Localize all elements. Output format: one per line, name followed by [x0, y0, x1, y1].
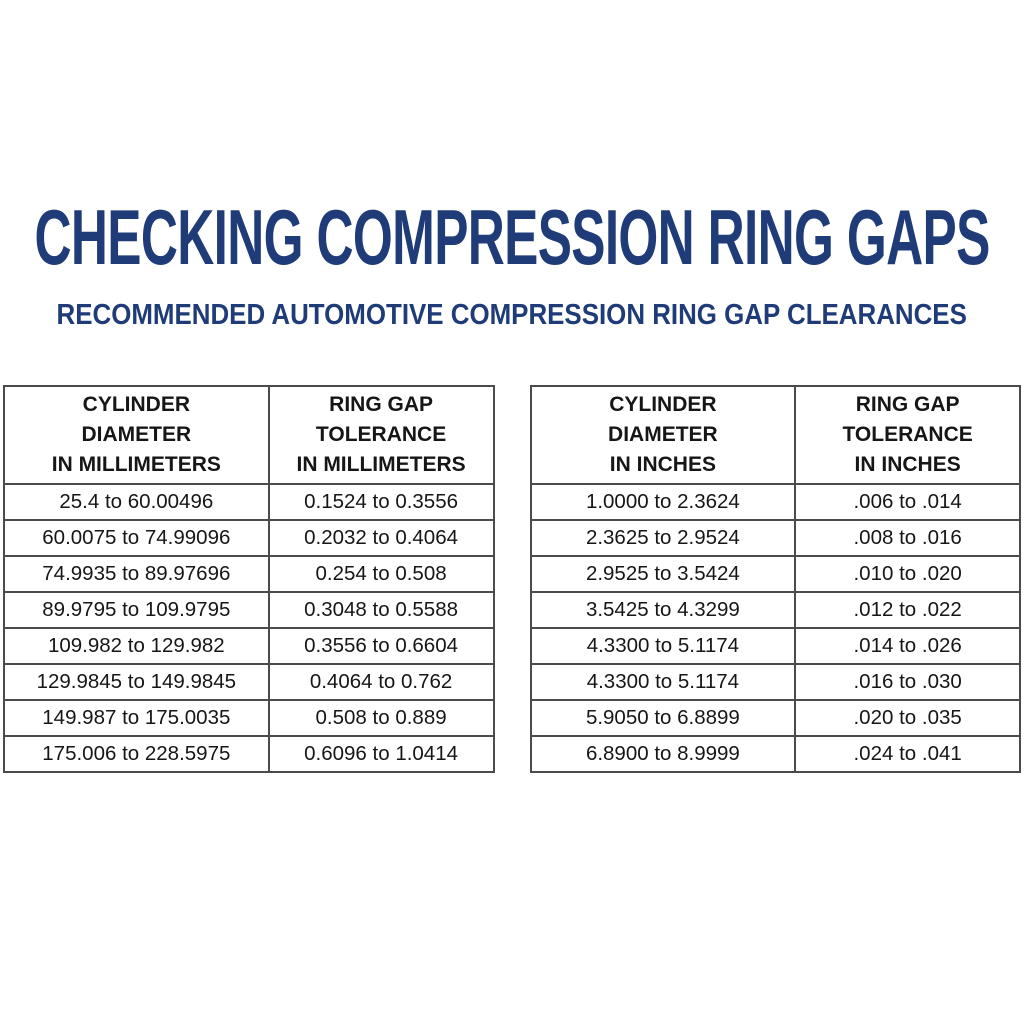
table-row: 3.5425 to 4.3299.012 to .022: [529, 591, 1021, 629]
table-cell: 0.3048 to 0.5588: [267, 591, 495, 629]
page-title: CHECKING COMPRESSION RING GAPS: [34, 193, 990, 281]
table-row: 1.0000 to 2.3624.006 to .014: [529, 483, 1021, 521]
millimeters-table: CYLINDER DIAMETER IN MILLIMETERS RING GAP TO…: [3, 385, 495, 773]
table-cell: 0.508 to 0.889: [267, 699, 495, 737]
table-cell: 3.5425 to 4.3299: [529, 591, 797, 629]
column-header: RING GAP TOLERANCE IN MILLIMETERS: [267, 385, 495, 485]
table-cell: 0.1524 to 0.3556: [267, 483, 495, 521]
table-cell: 25.4 to 60.00496: [3, 483, 270, 521]
table-cell: 60.0075 to 74.99096: [3, 519, 270, 557]
table-cell: 6.8900 to 8.9999: [529, 735, 797, 773]
table-cell: 1.0000 to 2.3624: [529, 483, 797, 521]
inches-table: CYLINDER DIAMETER IN INCHES RING GAP TOLERAN…: [529, 385, 1021, 773]
table-cell: .014 to .026: [794, 627, 1021, 665]
table-row: 109.982 to 129.982 0.3556 to 0.6604: [3, 627, 495, 665]
table-cell: 0.254 to 0.508: [267, 555, 495, 593]
table-cell: 109.982 to 129.982: [3, 627, 270, 665]
title-container: CHECKING COMPRESSION RING GAPS: [0, 198, 1024, 276]
subtitle-container: RECOMMENDED AUTOMOTIVE COMPRESSION RING …: [0, 301, 1024, 330]
table-cell: 0.4064 to 0.762: [267, 663, 495, 701]
table-cell: 2.9525 to 3.5424: [529, 555, 797, 593]
header-row: CYLINDER DIAMETER IN MILLIMETERS RING GAP TO…: [3, 385, 495, 485]
table-row: 175.006 to 228.5975 0.6096 to 1.0414: [3, 735, 495, 773]
table-row: 2.9525 to 3.5424.010 to .020: [529, 555, 1021, 593]
table-row: 2.3625 to 2.9524.008 to .016: [529, 519, 1021, 557]
table-row: 25.4 to 60.00496 0.1524 to 0.3556: [3, 483, 495, 521]
table-cell: 0.2032 to 0.4064: [267, 519, 495, 557]
table-row: 5.9050 to 6.8899.020 to .035: [529, 699, 1021, 737]
table-row: 60.0075 to 74.99096 0.2032 to 0.4064: [3, 519, 495, 557]
table-row: 89.9795 to 109.9795 0.3048 to 0.5588: [3, 591, 495, 629]
table-cell: .024 to .041: [794, 735, 1021, 773]
table-cell: 129.9845 to 149.9845: [3, 663, 270, 701]
table-cell: 5.9050 to 6.8899: [529, 699, 797, 737]
table-row: 129.9845 to 149.9845 0.4064 to 0.762: [3, 663, 495, 701]
table-cell: 74.9935 to 89.97696: [3, 555, 270, 593]
table-cell: 0.3556 to 0.6604: [267, 627, 495, 665]
column-header: CYLINDER DIAMETER IN MILLIMETERS: [3, 385, 270, 485]
table-cell: .008 to .016: [794, 519, 1021, 557]
column-header: CYLINDER DIAMETER IN INCHES: [529, 385, 797, 485]
table-cell: 0.6096 to 1.0414: [267, 735, 495, 773]
table-row: 4.3300 to 5.1174.016 to .030: [529, 663, 1021, 701]
table-cell: 175.006 to 228.5975: [3, 735, 270, 773]
table-cell: .020 to .035: [794, 699, 1021, 737]
table-cell: .016 to .030: [794, 663, 1021, 701]
table-cell: .012 to .022: [794, 591, 1021, 629]
page-subtitle: RECOMMENDED AUTOMOTIVE COMPRESSION RING …: [56, 299, 968, 331]
table-row: 4.3300 to 5.1174.014 to .026: [529, 627, 1021, 665]
table-cell: .010 to .020: [794, 555, 1021, 593]
table-cell: 89.9795 to 109.9795: [3, 591, 270, 629]
table-cell: 4.3300 to 5.1174: [529, 627, 797, 665]
table-row: 74.9935 to 89.97696 0.254 to 0.508: [3, 555, 495, 593]
tables-container: CYLINDER DIAMETER IN MILLIMETERS RING GAP TO…: [3, 385, 1021, 773]
table-cell: .006 to .014: [794, 483, 1021, 521]
header-row: CYLINDER DIAMETER IN INCHES RING GAP TOLERAN…: [529, 385, 1021, 485]
table-row: 149.987 to 175.0035 0.508 to 0.889: [3, 699, 495, 737]
table-cell: 149.987 to 175.0035: [3, 699, 270, 737]
table-cell: 2.3625 to 2.9524: [529, 519, 797, 557]
table-row: 6.8900 to 8.9999.024 to .041: [529, 735, 1021, 773]
column-header: RING GAP TOLERANCE IN INCHES: [794, 385, 1021, 485]
table-cell: 4.3300 to 5.1174: [529, 663, 797, 701]
